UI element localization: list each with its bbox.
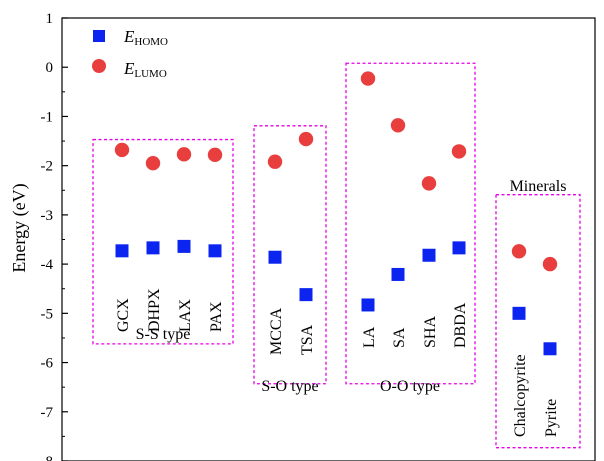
group-label: S-S type [136, 326, 191, 343]
y-tick-label: -4 [41, 257, 54, 273]
category-labels: GCX DHPX LAX PAX MCCA TSA LA SA SHA DBDA Chalcopyr… [115, 288, 560, 437]
y-tick-label: 1 [46, 11, 54, 27]
legend: EHOMO ELUMO [92, 27, 168, 80]
homo-point [391, 267, 405, 281]
y-axis-ticks: 1 0 -1 -2 -3 -4 -5 -6 -7 -8 [41, 11, 68, 461]
lumo-point [176, 147, 192, 162]
homo-point [512, 306, 526, 320]
lumo-point [145, 156, 161, 171]
lumo-point [542, 256, 558, 272]
group-labels: S-S type S-O type O-O type Minerals [136, 178, 567, 395]
group-box [92, 138, 234, 345]
category-label: GCX [115, 298, 132, 332]
homo-point [361, 298, 375, 312]
category-label: SHA [422, 316, 439, 348]
group-label: O-O type [380, 378, 440, 395]
homo-point [452, 241, 466, 255]
legend-homo-label: EHOMO [123, 27, 168, 48]
y-tick-label: -5 [41, 306, 54, 322]
y-tick-label: -1 [41, 109, 54, 125]
data-points [114, 71, 558, 356]
lumo-point [511, 244, 527, 259]
category-label: DHPX [146, 288, 163, 332]
y-axis-label: Energy (eV) [9, 183, 30, 272]
category-label: DBDA [452, 302, 469, 348]
lumo-point [451, 144, 467, 159]
group-label: Minerals [510, 178, 567, 195]
y-tick-label: -7 [41, 405, 54, 421]
homo-point [268, 250, 282, 264]
category-label: PAX [208, 301, 225, 332]
category-label: Chalcopyrite [512, 354, 529, 437]
category-label: Pyrite [543, 399, 560, 437]
category-label: TSA [299, 324, 316, 355]
homo-point [543, 342, 557, 356]
lumo-point [360, 71, 376, 86]
y-tick-label: -8 [41, 454, 54, 461]
category-label: LA [361, 326, 378, 348]
lumo-point [207, 147, 223, 163]
y-tick-label: 0 [46, 60, 54, 76]
group-boxes [92, 62, 581, 449]
homo-point [177, 239, 191, 253]
y-tick-label: -2 [41, 159, 54, 175]
homo-point [115, 244, 129, 258]
group-box [253, 125, 327, 385]
lumo-point [298, 131, 314, 147]
legend-lumo-marker [92, 59, 106, 73]
category-label: SA [391, 327, 408, 348]
category-label: MCCA [268, 307, 285, 355]
homo-point [422, 248, 436, 262]
legend-lumo-label: ELUMO [123, 59, 167, 80]
lumo-point [267, 154, 283, 169]
lumo-point [390, 118, 406, 133]
group-label: S-O type [261, 378, 318, 395]
group-box [345, 62, 476, 385]
homo-point [146, 241, 160, 255]
homo-point [299, 288, 313, 302]
y-tick-label: -6 [41, 356, 54, 372]
homo-point [208, 244, 222, 258]
y-tick-label: -3 [41, 208, 54, 224]
category-label: LAX [177, 299, 194, 332]
lumo-point [114, 142, 130, 158]
group-box [495, 194, 581, 449]
legend-homo-marker [93, 30, 105, 42]
lumo-point [421, 176, 437, 191]
